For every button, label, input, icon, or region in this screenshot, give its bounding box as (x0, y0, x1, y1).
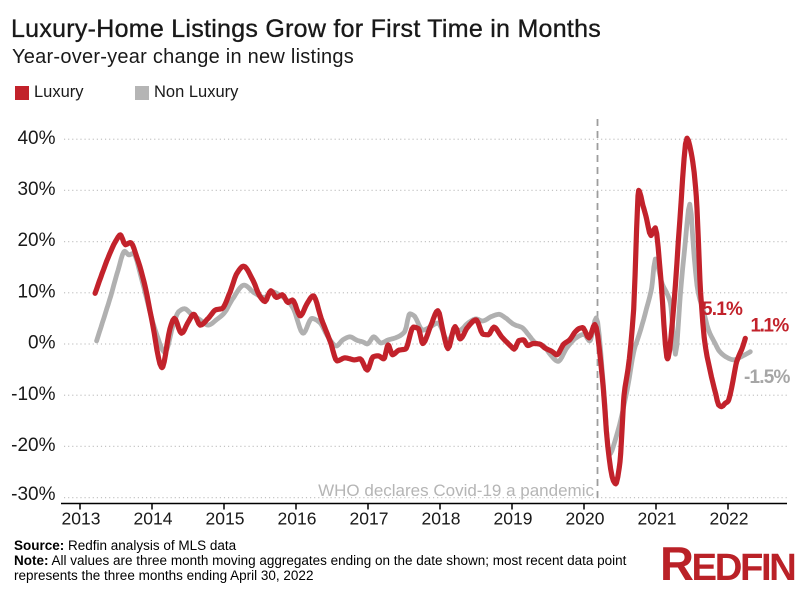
svg-text:2019: 2019 (494, 509, 533, 529)
svg-text:2016: 2016 (278, 509, 317, 529)
svg-text:-20%: -20% (11, 435, 55, 456)
svg-text:2017: 2017 (350, 509, 389, 529)
svg-text:2020: 2020 (566, 509, 605, 529)
svg-text:30%: 30% (17, 179, 55, 200)
svg-text:0%: 0% (28, 333, 56, 354)
svg-text:10%: 10% (17, 281, 55, 302)
svg-text:2022: 2022 (710, 509, 749, 529)
svg-text:WHO declares Covid-19 a pandem: WHO declares Covid-19 a pandemic (318, 481, 594, 500)
svg-text:5.1%: 5.1% (702, 299, 743, 320)
svg-text:20%: 20% (17, 230, 55, 251)
svg-text:2021: 2021 (638, 509, 677, 529)
svg-text:-30%: -30% (11, 484, 55, 505)
svg-text:-10%: -10% (11, 384, 55, 405)
svg-text:2018: 2018 (422, 509, 461, 529)
svg-text:2015: 2015 (206, 509, 245, 529)
svg-text:-1.5%: -1.5% (744, 367, 791, 388)
svg-text:2014: 2014 (134, 509, 173, 529)
svg-text:2013: 2013 (62, 509, 101, 529)
svg-text:1.1%: 1.1% (751, 315, 790, 336)
svg-text:40%: 40% (17, 128, 55, 149)
